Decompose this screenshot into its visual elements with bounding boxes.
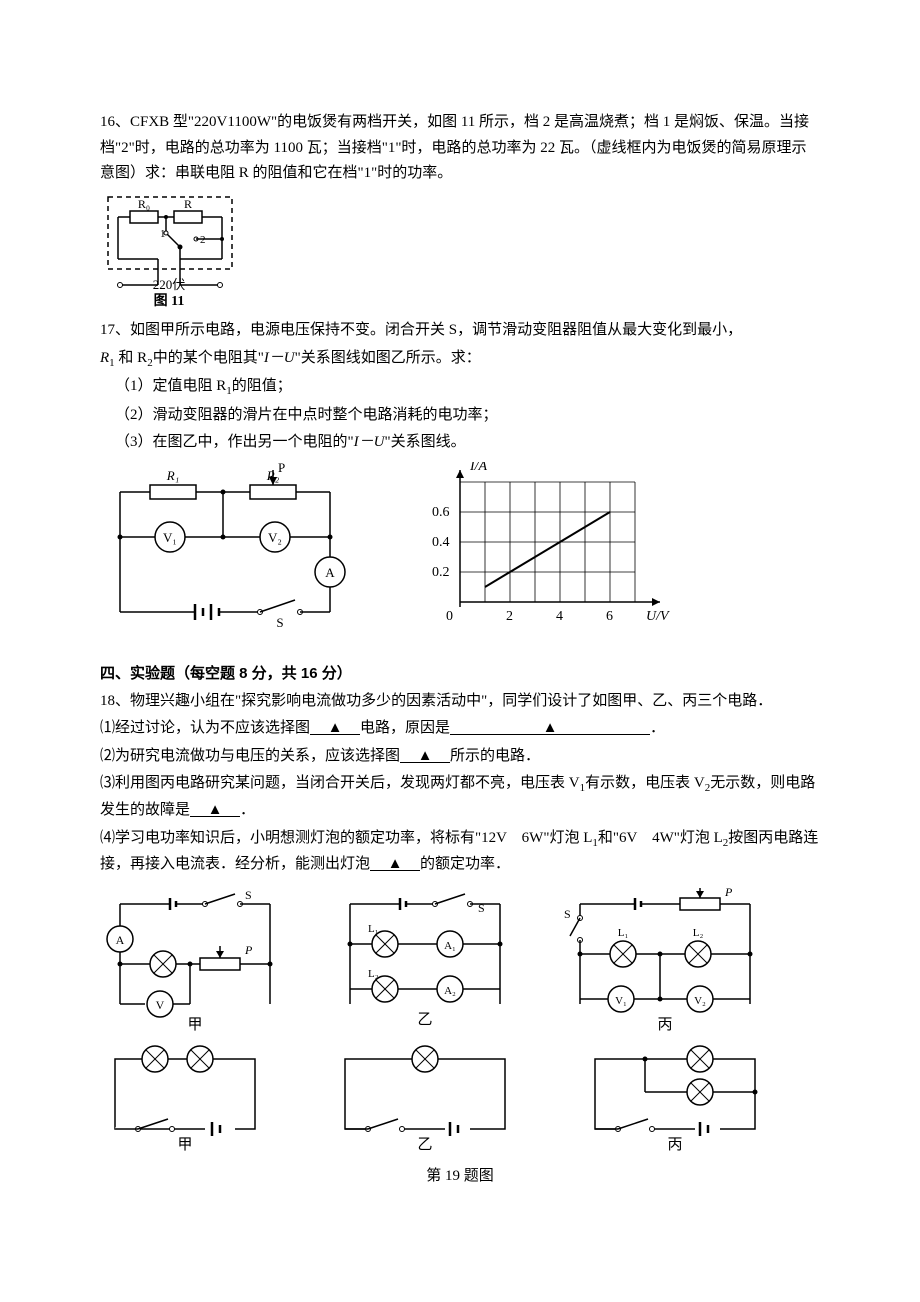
q17-line1a: 17、如图甲所示电路，电源电压保持不变。闭合开关 S，调节滑动变阻器阻值从最大变… — [100, 318, 820, 344]
svg-text:0.2: 0.2 — [432, 565, 450, 580]
svg-text:P: P — [724, 885, 733, 899]
svg-text:V: V — [156, 998, 165, 1012]
fig-yi1: S L₁ A₁ L₂ A₂ 乙 — [330, 884, 520, 1034]
q17-p3: （3）在图乙中，作出另一个电阻的"I－U"关系图线。 — [100, 430, 820, 456]
q17-line1b: R1 和 R2中的某个电阻其"I－U"关系图线如图乙所示。求： — [100, 346, 820, 373]
sw2-label: 2 — [200, 234, 206, 246]
svg-text:S: S — [564, 907, 571, 921]
svg-text:6: 6 — [606, 609, 613, 624]
q16-text: 16、CFXB 型"220V1100W"的电饭煲有两档开关，如图 11 所示，档… — [100, 110, 820, 187]
q18-intro: 18、物理兴趣小组在"探究影响电流做功多少的因素活动中"，同学们设计了如图甲、乙… — [100, 689, 820, 715]
blank — [450, 716, 650, 735]
blank — [400, 744, 450, 763]
svg-text:U/V: U/V — [646, 609, 670, 624]
fig-jia2: 甲 — [100, 1044, 270, 1154]
svg-text:A₂: A₂ — [444, 985, 456, 997]
blank — [190, 798, 240, 817]
svg-text:0: 0 — [446, 609, 453, 624]
svg-text:A: A — [116, 933, 125, 947]
svg-text:S: S — [276, 615, 283, 630]
svg-text:甲: 甲 — [187, 1017, 202, 1033]
svg-text:2: 2 — [506, 609, 513, 624]
q19-figrow: 甲 乙 丙 — [100, 1044, 820, 1154]
svg-text:4: 4 — [556, 609, 563, 624]
triangle-icon — [543, 720, 558, 736]
triangle-icon — [328, 720, 343, 736]
fig-jia1: S A P V 甲 — [100, 884, 290, 1034]
svg-text:0.4: 0.4 — [432, 535, 450, 550]
svg-text:A: A — [325, 565, 335, 580]
section4-title: 四、实验题（每空题 8 分，共 16 分） — [100, 661, 820, 687]
blank — [310, 716, 360, 735]
svg-text:V₁: V₁ — [615, 995, 627, 1007]
blank — [370, 852, 420, 871]
svg-text:V₂: V₂ — [268, 530, 282, 545]
svg-text:L₁: L₁ — [618, 927, 629, 939]
svg-text:丙: 丙 — [657, 1017, 672, 1033]
svg-text:V₁: V₁ — [163, 530, 177, 545]
r-label: R — [184, 197, 192, 211]
q18-p1: ⑴经过讨论，认为不应该选择图电路，原因是． — [100, 716, 820, 742]
q18-p2: ⑵为研究电流做功与电压的关系，应该选择图所示的电路． — [100, 744, 820, 770]
svg-text:乙: 乙 — [417, 1012, 432, 1028]
q18-p3: ⑶利用图丙电路研究某问题，当闭合开关后，发现两灯都不亮，电压表 V1有示数，电压… — [100, 771, 820, 823]
svg-text:S: S — [478, 901, 485, 915]
svg-text:L₂: L₂ — [693, 927, 704, 939]
triangle-icon — [418, 748, 433, 764]
svg-text:甲: 甲 — [177, 1137, 192, 1153]
q17-p1: （1）定值电阻 R1的阻值； — [100, 374, 820, 401]
svg-text:R₁: R₁ — [166, 468, 179, 483]
q17-circuit: R₁ R₂ P V₁ V₂ — [100, 462, 360, 642]
q17-chart: I/A 0.6 0.4 0.2 0 2 4 6 U/V — [400, 462, 680, 652]
fig-yi2: 乙 — [330, 1044, 520, 1154]
sw1-label: 1 — [160, 228, 166, 240]
svg-text:P: P — [278, 462, 285, 475]
fig11-voltage: 220伏 — [153, 277, 186, 292]
fig-bing2: 丙 — [580, 1044, 770, 1154]
q18-figrow1: S A P V 甲 S — [100, 884, 820, 1034]
svg-text:0.6: 0.6 — [432, 505, 450, 520]
svg-text:P: P — [244, 943, 253, 957]
svg-text:L₁: L₁ — [368, 923, 379, 935]
q19-caption: 第 19 题图 — [100, 1164, 820, 1190]
svg-text:A₁: A₁ — [444, 940, 456, 952]
svg-text:丙: 丙 — [667, 1137, 682, 1153]
q16-figure: R₀ R 1 2 220伏 图 11 — [100, 189, 240, 319]
svg-text:S: S — [245, 888, 252, 902]
fig11-caption: 图 11 — [154, 293, 185, 309]
q18-p4: ⑷学习电功率知识后，小明想测灯泡的额定功率，将标有"12V 6W"灯泡 L1和"… — [100, 826, 820, 878]
q17-p2: （2）滑动变阻器的滑片在中点时整个电路消耗的电功率； — [100, 403, 820, 429]
svg-text:L₂: L₂ — [368, 968, 379, 980]
svg-text:V₂: V₂ — [694, 995, 706, 1007]
svg-text:I/A: I/A — [469, 462, 488, 474]
triangle-icon — [208, 802, 223, 818]
fig-bing1: P S L₁ L₂ V₁ V₂ 丙 — [560, 884, 770, 1034]
r0-label: R₀ — [138, 197, 150, 211]
triangle-icon — [388, 856, 403, 872]
svg-text:乙: 乙 — [417, 1137, 432, 1153]
